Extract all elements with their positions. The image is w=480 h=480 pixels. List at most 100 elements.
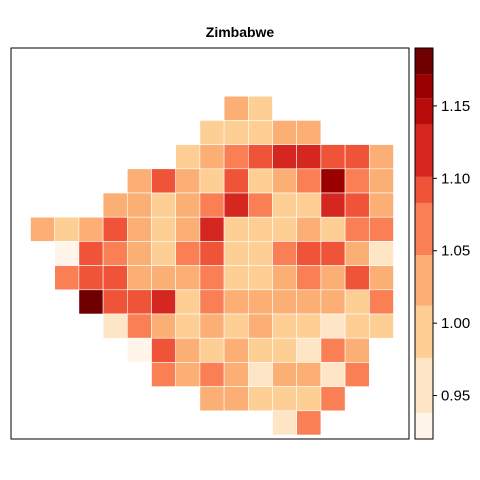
heatmap-cell-r6-c12 bbox=[320, 216, 346, 242]
heatmap-cell-r8-c14 bbox=[368, 265, 394, 291]
heatmap-cell-r8-c1 bbox=[54, 265, 80, 291]
heatmap-cell-r8-c8 bbox=[223, 265, 249, 291]
heatmap-cell-r2-c8 bbox=[223, 120, 249, 145]
heatmap-cell-r10-c13 bbox=[344, 313, 370, 339]
heatmap-cell-r9-c7 bbox=[199, 289, 225, 315]
heatmap-cell-r3-c8 bbox=[223, 144, 249, 170]
heatmap-cell-r4-c11 bbox=[296, 168, 322, 194]
chart-title: Zimbabwe bbox=[206, 24, 275, 40]
heatmap-cell-r6-c9 bbox=[248, 216, 273, 242]
heatmap-cell-r7-c4 bbox=[127, 241, 152, 266]
heatmap-cell-r9-c11 bbox=[296, 289, 322, 315]
heatmap-cell-r3-c11 bbox=[296, 144, 322, 170]
heatmap-cell-r3-c6 bbox=[175, 144, 201, 170]
heatmap-cell-r11-c11 bbox=[296, 337, 322, 363]
heatmap-cell-r10-c5 bbox=[151, 313, 177, 339]
heatmap-cell-r2-c11 bbox=[296, 120, 322, 145]
heatmap-cell-r7-c1 bbox=[54, 241, 80, 266]
heatmap-cell-r9-c9 bbox=[248, 289, 273, 315]
heatmap-cell-r3-c7 bbox=[199, 144, 225, 170]
heatmap-cell-r4-c12 bbox=[320, 168, 346, 194]
heatmap-cell-r13-c7 bbox=[199, 386, 225, 412]
heatmap-cell-r5-c12 bbox=[320, 192, 346, 218]
heatmap-cell-r6-c14 bbox=[368, 216, 394, 242]
heatmap-cell-r7-c14 bbox=[368, 241, 394, 266]
heatmap-cell-r5-c4 bbox=[127, 192, 152, 218]
heatmap-cell-r2-c9 bbox=[248, 120, 273, 145]
colorbar-tick-label-2: 1.05 bbox=[441, 243, 470, 260]
colorbar-tick-label-0: 0.95 bbox=[441, 388, 470, 405]
heatmap-cell-r8-c10 bbox=[272, 265, 298, 291]
heatmap-cell-r10-c7 bbox=[199, 313, 225, 339]
colorbar-frame bbox=[414, 47, 434, 440]
heatmap-cell-r12-c5 bbox=[151, 362, 177, 387]
heatmap-cell-r5-c5 bbox=[151, 192, 177, 218]
heatmap-cell-r9-c14 bbox=[368, 289, 394, 315]
heatmap-cell-r12-c9 bbox=[248, 362, 273, 387]
heatmap-cell-r8-c13 bbox=[344, 265, 370, 291]
heatmap-cell-r4-c10 bbox=[272, 168, 298, 194]
colorbar-bin-7 bbox=[415, 98, 433, 125]
heatmap-cell-r7-c6 bbox=[175, 241, 201, 266]
heatmap-cell-r6-c2 bbox=[78, 216, 104, 242]
heatmap-cell-r8-c11 bbox=[296, 265, 322, 291]
heatmap-cell-r7-c8 bbox=[223, 241, 249, 266]
heatmap-cell-r8-c12 bbox=[320, 265, 346, 291]
colorbar-bin-9 bbox=[415, 48, 433, 75]
heatmap-cell-r10-c14 bbox=[368, 313, 394, 339]
heatmap-cell-r6-c8 bbox=[223, 216, 249, 242]
heatmap-cell-r5-c9 bbox=[248, 192, 273, 218]
heatmap-cell-r9-c13 bbox=[344, 289, 370, 315]
heatmap-cell-r13-c11 bbox=[296, 386, 322, 412]
heatmap-cell-r10-c6 bbox=[175, 313, 201, 339]
heatmap-cell-r7-c11 bbox=[296, 241, 322, 266]
heatmap-cell-r8-c4 bbox=[127, 265, 152, 291]
heatmap-cell-r12-c13 bbox=[344, 362, 370, 387]
heatmap-cell-r6-c11 bbox=[296, 216, 322, 242]
heatmap-cell-r7-c12 bbox=[320, 241, 346, 266]
heatmap-cell-r4-c5 bbox=[151, 168, 177, 194]
heatmap-cell-r10-c3 bbox=[102, 313, 128, 339]
heatmap-cell-r12-c12 bbox=[320, 362, 346, 387]
heatmap-cell-r12-c8 bbox=[223, 362, 249, 387]
colorbar-bin-2 bbox=[415, 305, 433, 358]
heatmap-cell-r5-c6 bbox=[175, 192, 201, 218]
heatmap-cell-r6-c3 bbox=[102, 216, 128, 242]
heatmap-cell-r8-c5 bbox=[151, 265, 177, 291]
heatmap-cell-r11-c8 bbox=[223, 337, 249, 363]
heatmap-cell-r4-c7 bbox=[199, 168, 225, 194]
heatmap-cell-r7-c7 bbox=[199, 241, 225, 266]
heatmap-cell-r1-c8 bbox=[223, 95, 249, 121]
heatmap-cell-r3-c13 bbox=[344, 144, 370, 170]
heatmap-cell-r3-c9 bbox=[248, 144, 273, 170]
colorbar-bin-5 bbox=[415, 176, 433, 203]
colorbar-tick-label-3: 1.10 bbox=[441, 170, 470, 187]
heatmap-cell-r8-c6 bbox=[175, 265, 201, 291]
heatmap-cell-r9-c8 bbox=[223, 289, 249, 315]
heatmap-cell-r14-c10 bbox=[272, 410, 298, 436]
heatmap-cell-r8-c9 bbox=[248, 265, 273, 291]
heatmap-cell-r10-c4 bbox=[127, 313, 152, 339]
colorbar-bin-3 bbox=[415, 255, 433, 306]
heatmap-cell-r6-c13 bbox=[344, 216, 370, 242]
heatmap-cell-r11-c4 bbox=[127, 337, 152, 363]
heatmap-cell-r7-c13 bbox=[344, 241, 370, 266]
heatmap-cell-r10-c8 bbox=[223, 313, 249, 339]
heatmap-cell-r4-c4 bbox=[127, 168, 152, 194]
heatmap-cell-r6-c1 bbox=[54, 216, 80, 242]
heatmap-cell-r6-c6 bbox=[175, 216, 201, 242]
heatmap-cell-r11-c12 bbox=[320, 337, 346, 363]
heatmap-cell-r4-c14 bbox=[368, 168, 394, 194]
heatmap-cell-r13-c9 bbox=[248, 386, 273, 412]
heatmap-cell-r9-c4 bbox=[127, 289, 152, 315]
colorbar-bin-1 bbox=[415, 357, 433, 413]
heatmap-cell-r9-c6 bbox=[175, 289, 201, 315]
heatmap-cell-r12-c6 bbox=[175, 362, 201, 387]
heatmap-cell-r9-c2 bbox=[78, 289, 104, 315]
heatmap-cell-r4-c6 bbox=[175, 168, 201, 194]
heatmap-cell-r2-c10 bbox=[272, 120, 298, 145]
heatmap-cell-r11-c13 bbox=[344, 337, 370, 363]
heatmap-cell-r5-c3 bbox=[102, 192, 128, 218]
heatmap-cell-r6-c5 bbox=[151, 216, 177, 242]
